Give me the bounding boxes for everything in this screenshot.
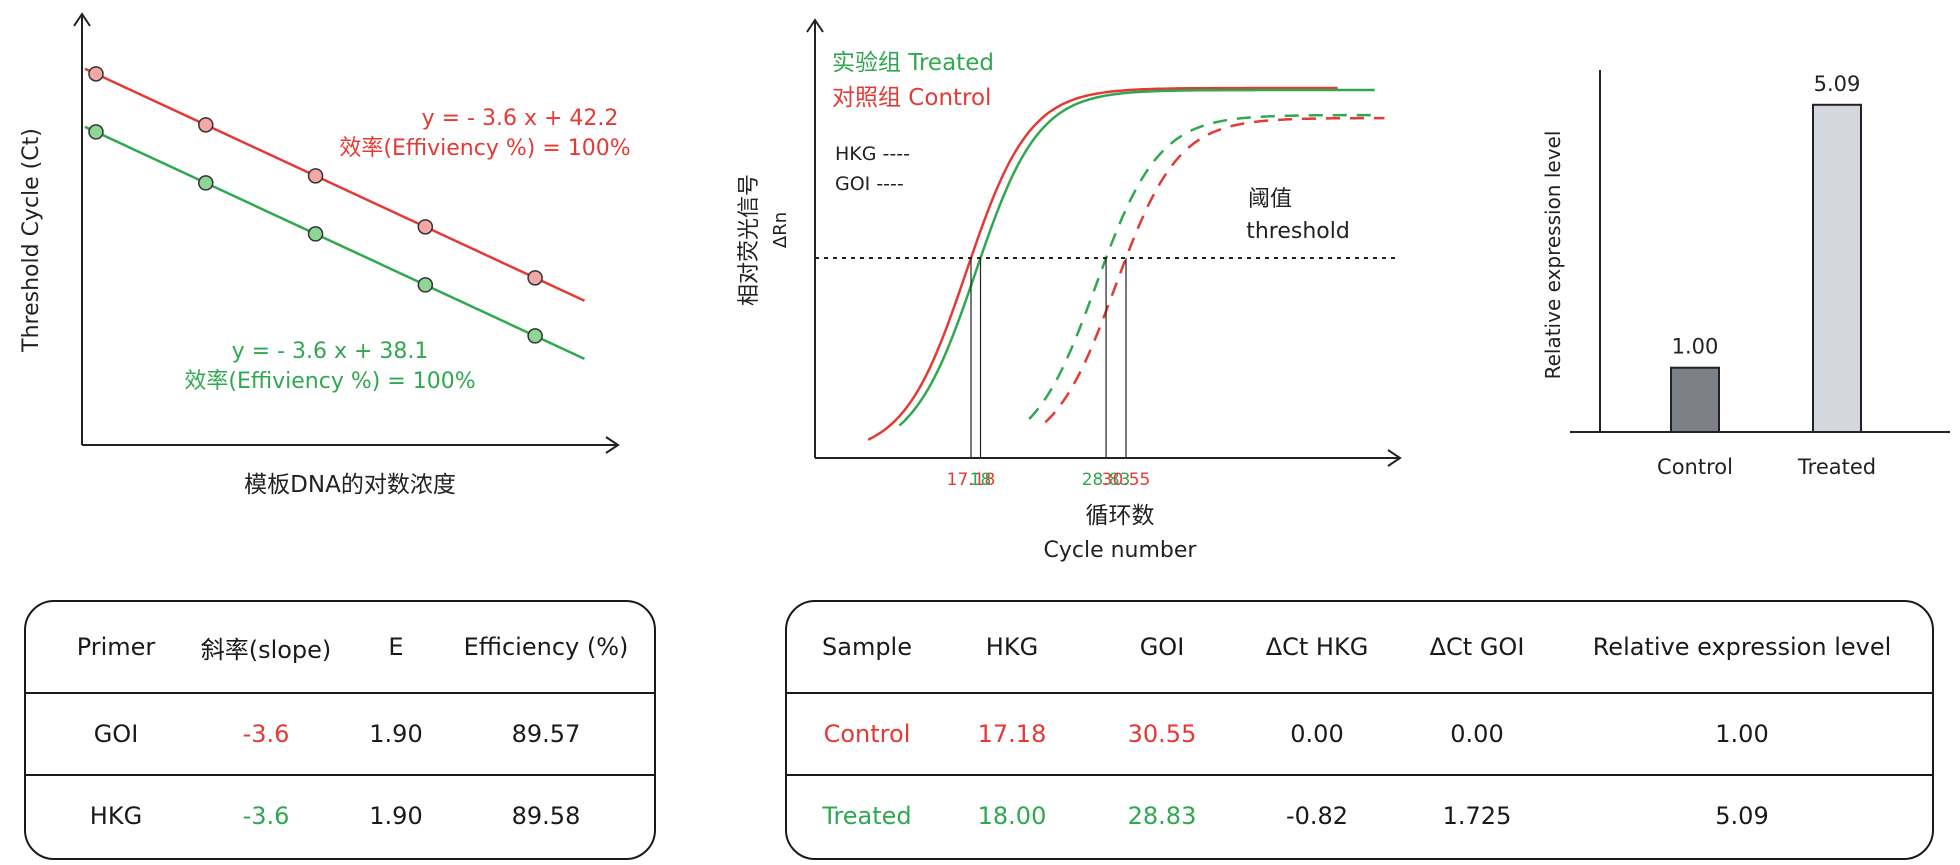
table-row: HKG -3.6 1.90 89.58 bbox=[26, 776, 654, 856]
table-divider bbox=[26, 692, 654, 694]
regression-line bbox=[84, 67, 586, 302]
cell-slope: -3.6 bbox=[242, 720, 290, 748]
header-relative-expression: Relative expression level bbox=[1592, 633, 1892, 661]
data-point bbox=[307, 168, 324, 184]
data-point bbox=[307, 226, 324, 242]
bar bbox=[1670, 366, 1720, 434]
category-label: Control bbox=[1657, 455, 1733, 479]
cell-sample: Treated bbox=[822, 802, 912, 830]
data-point bbox=[198, 117, 214, 133]
header-hkg: HKG bbox=[985, 633, 1039, 661]
data-point bbox=[417, 277, 434, 293]
standard-curve-chart: y = - 3.6 x + 42.2 效率(Effiviency %) = 100… bbox=[19, 12, 631, 498]
table-divider bbox=[26, 774, 654, 776]
equation-label: y = - 3.6 x + 38.1 bbox=[232, 339, 429, 364]
header-e: E bbox=[388, 633, 404, 661]
data-point bbox=[88, 66, 104, 82]
y-axis-label-cn: 相对荧光信号 bbox=[737, 174, 762, 306]
table-header-row: Primer 斜率(slope) E Efficiency (%) bbox=[26, 602, 654, 692]
x-axis-label-en: Cycle number bbox=[1044, 538, 1198, 563]
legend-control: 对照组 Control bbox=[832, 85, 991, 111]
header-sample: Sample bbox=[822, 633, 912, 661]
regression-line bbox=[84, 125, 586, 361]
cell-primer: HKG bbox=[89, 802, 143, 830]
y-axis-arrow bbox=[806, 18, 824, 33]
efficiency-label: 效率(Effiviency %) = 100% bbox=[339, 136, 630, 161]
bar-value-label: 1.00 bbox=[1672, 335, 1719, 359]
cell-delta-ct-goi: 1.725 bbox=[1442, 802, 1512, 830]
cell-goi: 28.83 bbox=[1127, 802, 1197, 830]
header-goi: GOI bbox=[1139, 633, 1185, 661]
data-point bbox=[527, 328, 543, 344]
table-header-row: Sample HKG GOI ΔCt HKG ΔCt GOI Relative … bbox=[787, 602, 1932, 692]
x-axis-label: 模板DNA的对数浓度 bbox=[244, 472, 456, 498]
x-axis-arrow bbox=[1387, 449, 1402, 467]
legend-goi: GOI ---- bbox=[835, 173, 904, 195]
cell-delta-ct-goi: 0.00 bbox=[1450, 720, 1504, 748]
ct-tick-label: 28.83 bbox=[1082, 470, 1131, 490]
y-axis-label-en: ΔRn bbox=[770, 212, 791, 248]
x-axis-label-cn: 循环数 bbox=[1086, 503, 1155, 529]
cell-relative-expression: 1.00 bbox=[1715, 720, 1769, 748]
sample-table: Sample HKG GOI ΔCt HKG ΔCt GOI Relative … bbox=[785, 600, 1934, 860]
header-delta-ct-goi: ΔCt GOI bbox=[1429, 633, 1525, 661]
table-row: Treated 18.00 28.83 -0.82 1.725 5.09 bbox=[787, 776, 1932, 856]
amplification-curve bbox=[1028, 113, 1375, 420]
legend-treated: 实验组 Treated bbox=[832, 50, 994, 76]
data-point bbox=[198, 175, 214, 191]
threshold-label-cn: 阈值 bbox=[1248, 187, 1292, 212]
category-label: Treated bbox=[1797, 455, 1876, 479]
ct-tick-label: 18 bbox=[970, 470, 992, 490]
cell-delta-ct-hkg: 0.00 bbox=[1290, 720, 1344, 748]
bar-value-label: 5.09 bbox=[1814, 72, 1861, 96]
cell-delta-ct-hkg: -0.82 bbox=[1285, 802, 1349, 830]
cell-e: 1.90 bbox=[369, 802, 423, 830]
threshold-label-en: threshold bbox=[1246, 219, 1350, 244]
table-row: Control 17.18 30.55 0.00 0.00 1.00 bbox=[787, 694, 1932, 774]
cell-relative-expression: 5.09 bbox=[1715, 802, 1769, 830]
cell-slope: -3.6 bbox=[242, 802, 290, 830]
table-row: GOI -3.6 1.90 89.57 bbox=[26, 694, 654, 774]
data-point bbox=[527, 270, 543, 286]
ct-tick-label: 30.55 bbox=[1102, 470, 1151, 490]
data-point bbox=[88, 124, 104, 140]
header-primer: Primer bbox=[76, 633, 156, 661]
cell-e: 1.90 bbox=[369, 720, 423, 748]
efficiency-label: 效率(Effiviency %) = 100% bbox=[184, 369, 475, 394]
header-efficiency: Efficiency (%) bbox=[463, 633, 629, 661]
equation-label: y = - 3.6 x + 42.2 bbox=[422, 106, 619, 131]
y-axis-label: Relative expression level bbox=[1541, 131, 1565, 380]
header-slope: 斜率(slope) bbox=[200, 635, 332, 664]
amplification-curve bbox=[867, 86, 1338, 441]
table-divider bbox=[787, 774, 1932, 776]
data-point bbox=[417, 219, 434, 235]
cell-sample: Control bbox=[823, 720, 911, 748]
cell-goi: 30.55 bbox=[1127, 720, 1197, 748]
primer-table: Primer 斜率(slope) E Efficiency (%) GOI -3… bbox=[24, 600, 656, 860]
table-divider bbox=[787, 692, 1932, 694]
cell-primer: GOI bbox=[93, 720, 139, 748]
y-axis-arrow bbox=[73, 12, 91, 27]
header-delta-ct-hkg: ΔCt HKG bbox=[1265, 633, 1369, 661]
x-axis-arrow bbox=[605, 436, 620, 454]
legend-hkg: HKG ---- bbox=[835, 143, 910, 165]
cell-efficiency: 89.57 bbox=[511, 720, 581, 748]
cell-hkg: 18.00 bbox=[977, 802, 1047, 830]
bar bbox=[1812, 103, 1862, 434]
relative-expression-bar-chart: 1.00 Control 5.09 Treated Relative expressio… bbox=[1541, 70, 1950, 479]
cell-hkg: 17.18 bbox=[977, 720, 1047, 748]
ct-tick-label: 17.18 bbox=[947, 470, 996, 490]
amplification-curve bbox=[898, 88, 1375, 427]
amplification-curve bbox=[1044, 116, 1385, 424]
cell-efficiency: 89.58 bbox=[511, 802, 581, 830]
y-axis-label: Threshold Cycle (Ct) bbox=[19, 128, 44, 353]
